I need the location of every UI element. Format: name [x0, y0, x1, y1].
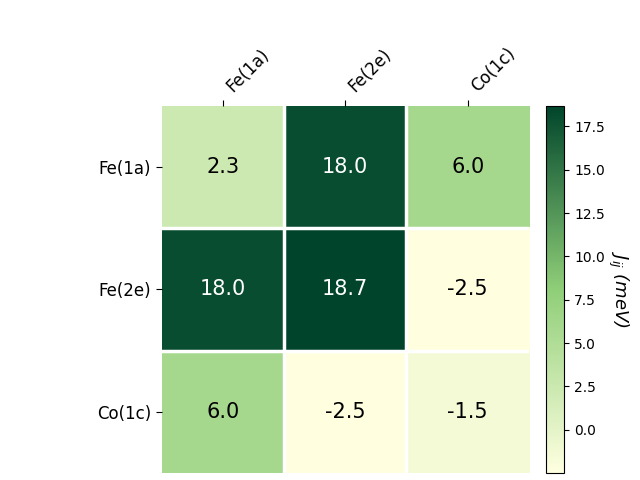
Text: 2.3: 2.3 — [206, 157, 239, 177]
Text: -2.5: -2.5 — [447, 279, 488, 300]
Text: -1.5: -1.5 — [447, 402, 488, 422]
Text: 18.0: 18.0 — [200, 279, 246, 300]
Y-axis label: $J_{ij}$ (meV): $J_{ij}$ (meV) — [605, 251, 630, 328]
Text: 18.7: 18.7 — [322, 279, 369, 300]
Text: 6.0: 6.0 — [451, 157, 484, 177]
Text: 18.0: 18.0 — [322, 157, 369, 177]
Text: 6.0: 6.0 — [206, 402, 239, 422]
Text: -2.5: -2.5 — [325, 402, 365, 422]
